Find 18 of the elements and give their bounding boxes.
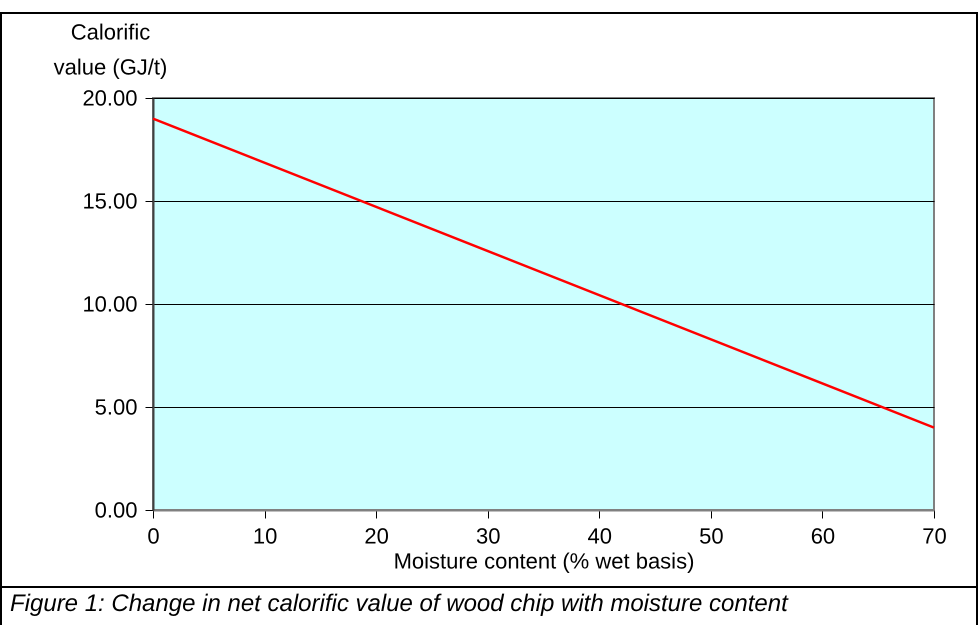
x-tick-label: 40 bbox=[588, 524, 612, 548]
y-axis-title: Calorific value (GJ/t) bbox=[54, 20, 168, 80]
y-tick-label: 5.00 bbox=[94, 394, 138, 420]
x-axis-title: Moisture content (% wet basis) bbox=[394, 548, 694, 574]
x-tick-label: 10 bbox=[252, 524, 278, 548]
y-tick-label: 20.00 bbox=[82, 86, 138, 110]
caption-frame: Figure 1: Change in net calorific value of wood chip with moisture content bbox=[0, 586, 978, 625]
caption: Figure 1: Change in net calorific value of wood chip with moisture content bbox=[10, 589, 790, 619]
x-tick-label: 20 bbox=[364, 524, 389, 548]
x-tick-label: 0 bbox=[147, 524, 160, 548]
y-tick-label: 0.00 bbox=[94, 498, 138, 522]
y-tick-label: 10.00 bbox=[82, 292, 138, 316]
x-tick-label: 30 bbox=[476, 524, 500, 548]
x-tick-label: 60 bbox=[810, 524, 836, 548]
x-tick-label: 50 bbox=[699, 524, 724, 548]
y-tick-label: 15.00 bbox=[82, 188, 138, 214]
page-frame: 0 10 20 30 40 50 60 70 Moisture content (% wet basis) 0.00 5.00 10.00 15.00 20.00 Calorific value (GJ/t) bbox=[0, 12, 978, 588]
x-tick-label: 70 bbox=[922, 524, 947, 548]
